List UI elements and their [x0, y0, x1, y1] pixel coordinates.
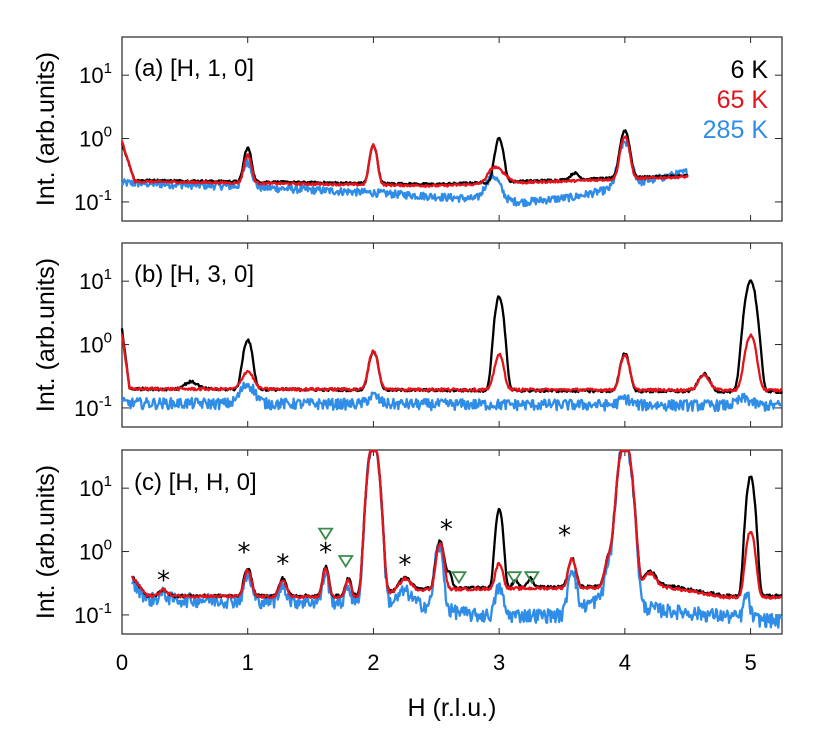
- panel-b: (b) [H, 3, 0]: [120, 242, 784, 428]
- annotation-asterisk-6: *: [558, 521, 571, 551]
- panel-a-series-6k: [120, 129, 689, 187]
- panel-a-ytick-label-0: 101: [79, 60, 112, 88]
- panel-a-ytick-label-2: 10-1: [74, 187, 112, 215]
- legend-6k: 6 K: [730, 56, 768, 84]
- panel-b-ytick-label-1: 100: [79, 330, 112, 358]
- panel-b-title: (b) [H, 3, 0]: [134, 261, 254, 288]
- panel-b-ytick-label-0: 101: [79, 266, 112, 294]
- y-tick-labels: 101 100 10-1 101 100 10-1 101 100 10-1: [74, 60, 112, 628]
- x-axis-title: H (r.l.u.): [408, 694, 497, 722]
- annotation-asterisk-0: *: [157, 566, 170, 596]
- annotation-asterisk-4: *: [398, 551, 411, 581]
- panel-c-series-285k: [131, 449, 784, 629]
- panel-a-series-65k: [120, 135, 689, 188]
- panel-a: (a) [H, 1, 0] 6 K 65 K 285 K: [120, 36, 783, 222]
- panel-c: (c) [H, H, 0] * * * * * * *: [121, 449, 784, 635]
- annotation-asterisk-1: *: [237, 538, 250, 568]
- annotation-triangle-10: [506, 571, 523, 585]
- panel-b-series-285k: [120, 381, 783, 413]
- annotation-asterisk-3: *: [319, 538, 332, 568]
- y-axis-title-c: Int. (arb.units): [32, 465, 60, 619]
- panel-c-ytick-label-1: 100: [79, 537, 112, 565]
- annotation-triangle-9: [450, 571, 468, 585]
- panel-b-ytick-label-2: 10-1: [74, 393, 112, 421]
- panel-a-frame: [121, 36, 783, 222]
- panel-a-plot-area: [120, 37, 782, 221]
- y-axis-title-a: Int. (arb.units): [32, 52, 60, 206]
- panel-b-series-65k: [120, 333, 783, 393]
- legend-285k: 285 K: [703, 116, 769, 144]
- x-tick-labels: 0 1 2 3 4 5: [116, 650, 757, 675]
- panel-b-plot-area: [120, 243, 784, 427]
- x-tick-label-5: 5: [744, 650, 756, 675]
- panel-c-frame: [121, 449, 783, 635]
- annotation-asterisk-5: *: [440, 515, 453, 545]
- annotation-triangle-11: [523, 571, 540, 585]
- panel-a-title: (a) [H, 1, 0]: [134, 55, 254, 82]
- y-axis-title-b: Int. (arb.units): [32, 258, 60, 412]
- panel-c-ytick-label-0: 101: [79, 473, 112, 501]
- annotation-asterisk-2: *: [276, 550, 289, 580]
- annotation-triangle-7: [317, 527, 334, 541]
- annotation-triangle-8: [337, 555, 354, 569]
- x-tick-label-4: 4: [619, 650, 631, 675]
- panel-c-plot-area: * * * * * * *: [121, 449, 784, 634]
- x-tick-label-1: 1: [242, 650, 254, 675]
- panel-c-ytick-label-2: 10-1: [74, 600, 112, 628]
- x-tick-label-2: 2: [367, 650, 379, 675]
- legend-65k: 65 K: [717, 86, 769, 114]
- panel-a-series-285k: [120, 138, 689, 208]
- panel-b-series-6k: [120, 279, 784, 395]
- panel-c-series-65k: [131, 449, 783, 600]
- panel-a-ytick-label-1: 100: [79, 124, 112, 152]
- x-tick-label-0: 0: [116, 650, 128, 675]
- x-tick-label-3: 3: [493, 650, 505, 675]
- panel-c-title: (c) [H, H, 0]: [134, 469, 257, 496]
